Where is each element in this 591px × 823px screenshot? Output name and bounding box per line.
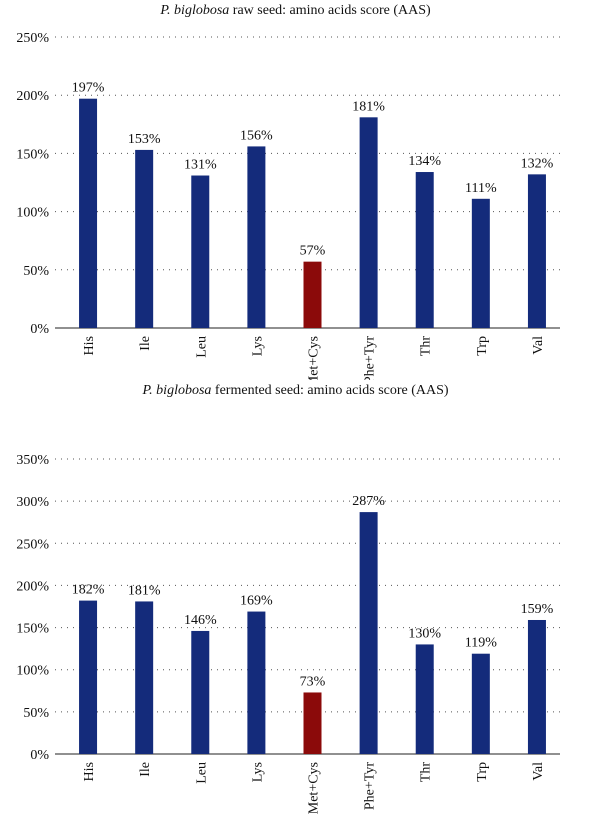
y-tick-label: 250%: [16, 31, 49, 46]
data-label: 197%: [72, 81, 105, 96]
y-tick-label: 200%: [16, 89, 49, 104]
x-tick-label: Trp: [475, 336, 490, 356]
bar-phe-tyr: [359, 512, 378, 754]
data-label: 169%: [240, 594, 273, 609]
chart-title-rest: raw seed: amino acids score (AAS): [229, 3, 431, 18]
y-tick-label: 50%: [23, 264, 49, 279]
x-tick-label: Thr: [419, 336, 434, 357]
y-tick-label: 350%: [16, 453, 49, 468]
x-tick-label: Phe+Tyr: [363, 762, 378, 810]
data-label: 181%: [352, 99, 385, 114]
data-label: 146%: [184, 613, 217, 628]
x-tick-label: Met+Cys: [307, 336, 322, 380]
data-label: 153%: [128, 132, 161, 147]
y-tick-label: 250%: [16, 537, 49, 552]
x-tick-label: Trp: [475, 762, 490, 782]
x-tick-label: Ile: [138, 336, 153, 351]
bar-val: [527, 619, 546, 754]
y-tick-label: 0%: [30, 748, 49, 763]
bar-thr: [415, 172, 434, 328]
bar-met-cys: [303, 261, 322, 328]
x-tick-label: Leu: [194, 762, 209, 784]
data-label: 73%: [300, 674, 326, 689]
chart-title-species: P. biglobosa: [141, 383, 211, 398]
data-label: 181%: [128, 583, 161, 598]
y-tick-label: 300%: [16, 495, 49, 510]
x-tick-label: Met+Cys: [307, 762, 322, 814]
chart-title-rest: fermented seed: amino acids score (AAS): [211, 383, 448, 398]
bar-val: [527, 174, 546, 328]
bar-phe-tyr: [359, 117, 378, 328]
y-tick-label: 150%: [16, 622, 49, 637]
bar-ile: [135, 149, 154, 328]
bar-trp: [471, 198, 490, 328]
chart-title: P. biglobosa fermented seed: amino acids…: [141, 383, 448, 398]
bar-lys: [247, 146, 266, 328]
y-tick-label: 100%: [16, 664, 49, 679]
bar-met-cys: [303, 692, 322, 754]
bar-leu: [191, 175, 210, 328]
bar-his: [79, 98, 98, 328]
x-tick-label: Thr: [419, 762, 434, 783]
data-label: 156%: [240, 128, 273, 143]
bar-thr: [415, 644, 434, 754]
data-label: 159%: [521, 602, 554, 617]
x-tick-label: Phe+Tyr: [363, 336, 378, 380]
bar-trp: [471, 653, 490, 754]
x-tick-label: Val: [531, 762, 546, 781]
x-tick-label: Ile: [138, 762, 153, 777]
x-tick-label: Lys: [250, 762, 265, 782]
x-tick-label: His: [82, 762, 97, 781]
bar-his: [79, 600, 98, 754]
bar-leu: [191, 630, 210, 754]
bar-lys: [247, 611, 266, 754]
x-tick-label: His: [82, 336, 97, 355]
data-label: 131%: [184, 158, 217, 173]
raw-seed-chart: P. biglobosa raw seed: amino acids score…: [16, 3, 560, 380]
data-label: 287%: [352, 494, 385, 509]
data-label: 182%: [72, 583, 105, 598]
y-tick-label: 200%: [16, 579, 49, 594]
y-tick-label: 150%: [16, 147, 49, 162]
y-tick-label: 0%: [30, 322, 49, 337]
y-tick-label: 50%: [23, 706, 49, 721]
x-tick-label: Lys: [250, 336, 265, 356]
y-tick-label: 100%: [16, 206, 49, 221]
data-label: 132%: [521, 156, 554, 171]
fermented-seed-chart: P. biglobosa fermented seed: amino acids…: [16, 383, 560, 814]
x-tick-label: Leu: [194, 336, 209, 358]
bar-ile: [135, 601, 154, 754]
data-label: 57%: [300, 244, 326, 259]
data-label: 119%: [465, 636, 497, 651]
x-tick-label: Val: [531, 336, 546, 355]
chart-title: P. biglobosa raw seed: amino acids score…: [159, 3, 431, 18]
data-label: 134%: [408, 154, 441, 169]
data-label: 130%: [408, 626, 441, 641]
data-label: 111%: [465, 181, 497, 196]
chart-title-species: P. biglobosa: [159, 3, 229, 18]
